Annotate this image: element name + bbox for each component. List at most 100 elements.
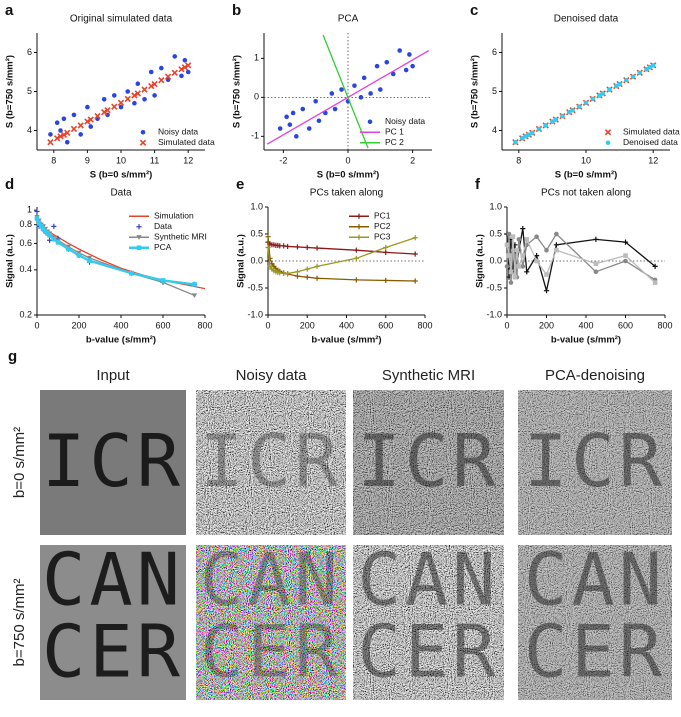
data-point — [125, 89, 131, 94]
x-tick-label: 400 — [113, 320, 128, 330]
data-point — [51, 223, 57, 229]
data-point — [383, 249, 389, 255]
data-point — [352, 83, 357, 88]
y-tick-label: 0.6 — [19, 238, 32, 248]
data-point — [160, 278, 166, 283]
data-point — [516, 264, 522, 269]
panel-label: b — [232, 2, 241, 19]
data-point — [520, 264, 526, 269]
data-point — [48, 132, 53, 137]
data-point — [652, 280, 658, 285]
data-point — [192, 282, 197, 287]
legend-label: Simulated data — [623, 127, 680, 137]
phantom-letters: CER — [357, 610, 499, 694]
y-axis-label: S (b=750 s/mm²) — [470, 55, 481, 128]
data-point — [353, 277, 359, 283]
data-point — [265, 234, 271, 240]
y-tick-label: -1.0 — [247, 309, 263, 319]
x-tick-label: 10 — [116, 155, 126, 165]
column-header: Noisy data — [236, 367, 308, 384]
x-tick-label: 8 — [51, 155, 56, 165]
panel-label: a — [5, 2, 14, 19]
y-tick-label: -0.5 — [247, 282, 263, 292]
series-line — [267, 237, 416, 275]
image: ICR — [40, 390, 186, 535]
legend-swatch — [605, 140, 611, 146]
data-point — [124, 95, 131, 103]
data-point — [544, 247, 549, 253]
data-point — [306, 126, 312, 131]
x-tick-label: 800 — [657, 320, 672, 330]
data-point — [617, 81, 622, 87]
data-point — [51, 236, 57, 242]
data-point — [290, 110, 296, 116]
data-point — [512, 274, 518, 280]
legend-label: PC2 — [374, 221, 391, 231]
chart-panel: a Original simulated data 8 9 10 11 12 4 5 6 S (b=… — [5, 2, 215, 181]
y-tick-label: 0.0 — [250, 255, 263, 265]
y-tick-label: 0.5 — [489, 228, 502, 238]
x-tick-label: 600 — [155, 320, 170, 330]
y-tick-label: -1.0 — [486, 309, 502, 319]
legend-swatch — [356, 234, 362, 240]
y-tick-label: 6 — [27, 47, 32, 57]
noise — [196, 545, 346, 700]
data-point — [358, 95, 364, 100]
y-tick-label: 0.4 — [19, 264, 32, 274]
data-point — [87, 258, 92, 264]
y-tick-label: 1 — [27, 205, 32, 215]
legend-swatch — [604, 129, 612, 136]
data-point — [534, 253, 540, 259]
x-tick-label: 10 — [581, 155, 591, 165]
data-point — [504, 242, 510, 248]
phantom-letters: ICR — [200, 419, 342, 503]
legend-label: PC3 — [374, 232, 391, 242]
data-point — [534, 258, 539, 264]
data-point — [36, 220, 42, 226]
x-tick-label: 600 — [378, 320, 393, 330]
image-grid: g Input Noisy data Synthetic MRI PCA-denoisi… — [8, 348, 672, 700]
legend-label: Noisy data — [158, 127, 198, 137]
x-tick-label: 600 — [618, 320, 633, 330]
x-tick-label: 400 — [339, 320, 354, 330]
y-tick-label: 6 — [492, 47, 497, 57]
data-point — [58, 128, 63, 133]
image-bg — [40, 545, 186, 700]
x-tick-label: 9 — [85, 155, 90, 165]
data-point — [524, 269, 530, 275]
data-point — [285, 243, 291, 250]
x-tick-label: 12 — [648, 155, 658, 165]
data-point — [384, 59, 390, 65]
legend-swatch — [140, 129, 146, 135]
chart-panel: f PCs not taken along 0 200 400 600 800 -1.0 -0.… — [475, 176, 673, 346]
legend-label: PC 1 — [385, 127, 404, 137]
y-tick-label: 1 — [254, 53, 259, 63]
x-tick-label: 0 — [345, 155, 350, 165]
data-point — [544, 272, 549, 277]
column-header: PCA-denoising — [545, 367, 645, 384]
noise — [196, 390, 346, 535]
data-point — [304, 274, 310, 280]
data-point — [76, 253, 82, 258]
data-point — [506, 231, 512, 237]
legend-label: PCA — [154, 242, 172, 252]
legend-swatch — [356, 213, 362, 219]
x-tick-label: 2 — [410, 155, 415, 165]
legend-label: PC1 — [374, 211, 391, 221]
data-point — [284, 114, 289, 120]
phantom-letters: CER — [42, 610, 184, 694]
legend-swatch — [367, 119, 373, 125]
legend-swatch — [136, 235, 142, 240]
phantom-letters: CAN — [357, 538, 499, 622]
y-tick-label: 1.0 — [250, 201, 263, 211]
data-point — [623, 258, 628, 264]
phantom-letters: CAN — [200, 538, 342, 622]
data-point — [47, 139, 54, 146]
legend-swatch — [136, 245, 142, 251]
data-point — [178, 66, 185, 73]
series-line — [506, 236, 656, 284]
data-point — [171, 69, 178, 76]
